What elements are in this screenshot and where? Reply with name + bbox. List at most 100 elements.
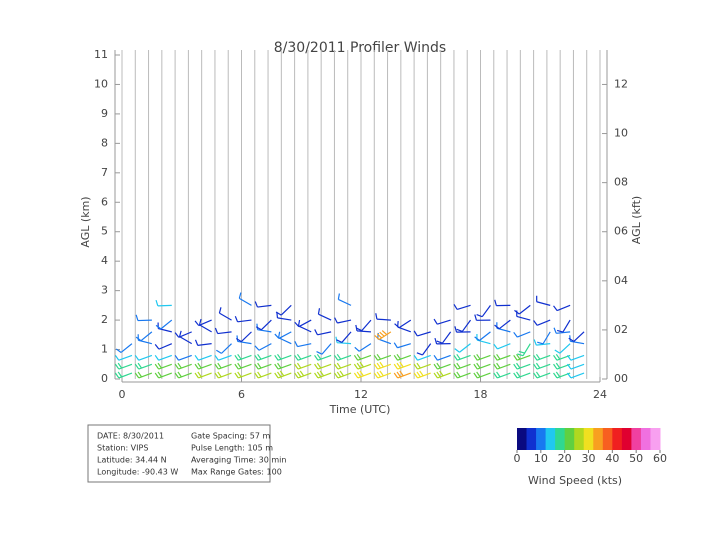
wind-barb <box>537 331 551 345</box>
wind-barb <box>114 371 133 379</box>
wind-barb <box>476 305 491 318</box>
y-tick-label: 2 <box>101 313 108 326</box>
wind-barb <box>274 362 292 370</box>
wind-barb <box>533 362 551 370</box>
wind-barb <box>416 343 432 356</box>
wind-barb <box>474 314 491 321</box>
wind-barb <box>194 339 212 346</box>
wind-barb <box>569 335 585 345</box>
wind-barb <box>314 362 332 370</box>
wind-barb <box>554 343 571 354</box>
y2-tick-label: 06 <box>614 225 628 238</box>
wind-barb <box>238 292 252 306</box>
wind-barb <box>453 371 471 379</box>
wind-barb <box>337 293 352 306</box>
wind-barb <box>566 372 585 379</box>
wind-barb <box>494 319 511 330</box>
wind-barb <box>433 318 451 325</box>
y-tick-label: 9 <box>101 107 108 120</box>
wind-barb <box>454 326 471 333</box>
wind-barb <box>393 353 411 361</box>
wind-barb <box>436 331 452 344</box>
colorbar-tick-label: 40 <box>605 452 619 465</box>
colorbar-tick-label: 0 <box>514 452 521 465</box>
wind-barb <box>254 343 272 351</box>
wind-barb <box>294 370 312 379</box>
wind-barb <box>496 322 511 333</box>
wind-barb <box>194 354 212 361</box>
chart-title: 8/30/2011 Profiler Winds <box>274 40 446 56</box>
colorbar-tick-label: 10 <box>534 452 548 465</box>
wind-barb <box>194 319 212 327</box>
wind-barb <box>566 354 585 361</box>
wind-barb <box>135 314 152 322</box>
wind-barb <box>194 371 212 379</box>
wind-barb <box>533 319 551 326</box>
colorbar-swatch <box>536 428 547 450</box>
info-text: Latitude: 34.44 N <box>97 456 167 465</box>
y-tick-label: 7 <box>101 166 108 179</box>
colorbar-swatch <box>621 428 632 450</box>
wind-barb <box>476 334 491 345</box>
wind-barb <box>314 370 332 379</box>
wind-barb <box>216 343 232 354</box>
wind-barb <box>234 371 252 379</box>
wind-barb <box>513 331 531 338</box>
wind-barb <box>174 362 192 370</box>
wind-barb <box>214 327 232 335</box>
wind-barb <box>568 331 585 342</box>
wind-barb <box>333 370 352 379</box>
wind-barb <box>456 319 472 332</box>
wind-barb <box>513 353 531 361</box>
wind-barb <box>393 370 411 379</box>
colorbar-swatch <box>526 428 537 450</box>
wind-barb <box>354 343 372 352</box>
wind-barb <box>154 354 172 361</box>
info-text: DATE: 8/30/2011 <box>97 432 164 441</box>
wind-barb <box>234 353 252 361</box>
wind-barb <box>493 362 511 370</box>
wind-barb <box>254 301 272 308</box>
wind-barb <box>373 353 392 361</box>
wind-barb <box>214 354 232 361</box>
colorbar-swatch <box>593 428 604 450</box>
colorbar-swatch <box>545 428 556 450</box>
colorbar-swatch <box>574 428 585 450</box>
wind-barb <box>556 319 571 333</box>
colorbar-label: Wind Speed (kts) <box>528 474 622 487</box>
wind-barb <box>174 371 192 379</box>
wind-barb <box>234 316 252 323</box>
wind-barb <box>155 299 172 307</box>
wind-barb <box>235 331 252 343</box>
colorbar-swatch <box>583 428 594 450</box>
wind-barb <box>493 353 511 361</box>
x-axis-label: Time (UTC) <box>329 403 391 416</box>
wind-barb <box>157 322 172 333</box>
wind-barb <box>294 340 312 348</box>
wind-barb <box>397 321 411 333</box>
wind-barb <box>533 353 551 361</box>
wind-barb <box>413 370 431 379</box>
y2-tick-label: 08 <box>614 176 628 189</box>
wind-barb <box>155 319 173 330</box>
wind-barb <box>533 339 551 346</box>
colorbar-swatch <box>612 428 623 450</box>
y-tick-label: 1 <box>101 343 108 356</box>
wind-barb <box>198 318 212 333</box>
wind-barb <box>566 363 585 370</box>
wind-barb <box>137 334 153 345</box>
wind-barb <box>114 362 133 370</box>
wind-barb <box>453 353 471 361</box>
wind-barb <box>513 362 531 370</box>
wind-barb <box>375 313 391 321</box>
wind-barb <box>278 331 292 345</box>
wind-barb <box>433 354 451 361</box>
wind-barb <box>294 362 312 370</box>
wind-barb <box>553 353 571 361</box>
info-text: Pulse Length: 105 m <box>191 444 273 453</box>
wind-barb <box>255 319 272 331</box>
wind-barb <box>353 353 372 361</box>
y2-axis-label: AGL (kft) <box>630 196 643 244</box>
wind-barb <box>353 361 372 370</box>
